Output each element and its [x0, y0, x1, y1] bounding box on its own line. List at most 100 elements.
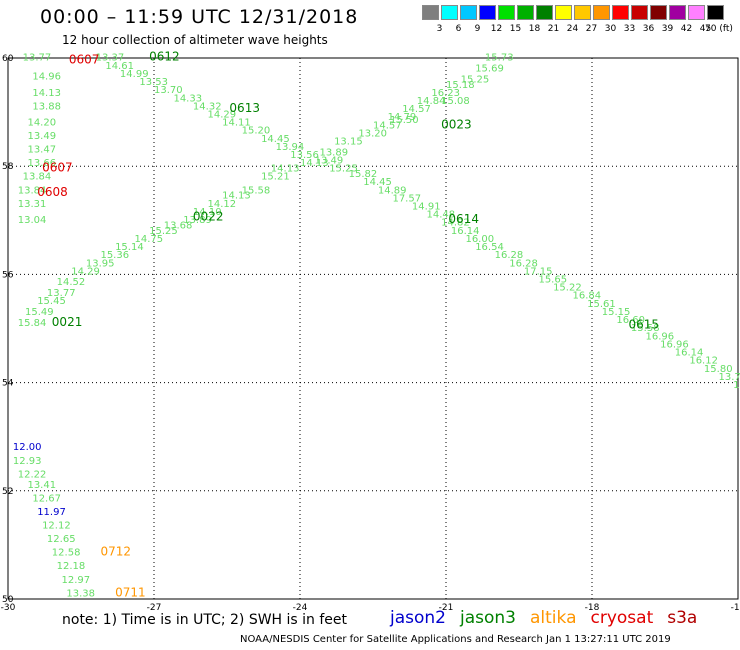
swh-value: 13.89 [319, 147, 348, 158]
swh-value: 13.75 [719, 372, 740, 383]
swh-value: 14.91 [412, 201, 441, 212]
swh-value: 15.15 [602, 307, 631, 318]
swh-value: 14.82 [441, 218, 470, 229]
swh-value: 13.89 [183, 215, 212, 226]
color-level-label: 24 [566, 24, 579, 34]
swh-value: 14.84 [417, 96, 446, 107]
pass-time-label: 0711 [115, 585, 146, 599]
color-swatch [669, 5, 686, 20]
swh-value: 12.12 [42, 521, 71, 532]
swh-value: 13.88 [32, 101, 61, 112]
chart-title: 00:00 – 11:59 UTC 12/31/2018 [40, 6, 359, 28]
swh-value: 15.61 [587, 299, 616, 310]
swh-value: 13.53 [139, 77, 168, 88]
y-tick-label: 58 [2, 162, 14, 172]
swh-value: 16.28 [509, 258, 538, 269]
swh-value: 17.57 [392, 193, 421, 204]
swh-value: 12.00 [13, 442, 42, 453]
y-tick-label: 56 [2, 270, 14, 280]
color-level-label: 42 [680, 24, 693, 34]
swh-value: 15.82 [349, 169, 378, 180]
color-swatch [441, 5, 458, 20]
swh-value: 14.99 [120, 69, 149, 80]
swh-values: 13.77 14.96 14.13 13.88 14.20 13.49 13.47 13.66… [13, 53, 740, 600]
swh-value: 13.15 [334, 137, 363, 148]
swh-value: 16.96 [646, 331, 675, 342]
swh-value: 11.97 [37, 507, 66, 518]
swh-value: 15.18 [446, 80, 475, 91]
swh-value: 15.25 [461, 74, 490, 85]
swh-value: 13.20 [358, 128, 387, 139]
swh-value: 16.12 [689, 356, 718, 367]
color-level-label: 15 [509, 24, 522, 34]
swh-value: 14.75 [135, 234, 164, 245]
swh-value: 14.32 [193, 101, 222, 112]
x-tick-label: -18 [585, 603, 600, 613]
color-swatch [422, 5, 439, 20]
footer-note: note: 1) Time is in UTC; 2) SWH is in fe… [62, 612, 348, 628]
color-swatch [479, 5, 496, 20]
swh-value: 14.57 [373, 120, 402, 131]
credit-line: NOAA/NESDIS Center for Satellite Applica… [240, 634, 671, 645]
plot-frame [7, 57, 739, 600]
swh-value: 15.25 [149, 226, 178, 237]
color-swatch [707, 5, 724, 20]
swh-value: 14.48 [427, 210, 456, 221]
swh-value: 12.22 [18, 469, 47, 480]
swh-value: 12.67 [32, 494, 61, 505]
pass-time-label: 0607 [69, 52, 100, 66]
y-tick-label: 52 [2, 487, 13, 497]
swh-value: 16.96 [660, 339, 689, 350]
swh-value: 14.89 [378, 185, 407, 196]
y-tick-label: 50 [2, 595, 14, 605]
swh-value: 13.84 [23, 172, 52, 183]
x-tick-label: -30 [1, 603, 16, 613]
color-level-label: 70 (ft) [705, 24, 733, 34]
swh-value: 15.25 [329, 164, 358, 175]
swh-value: 14.52 [57, 277, 86, 288]
grid-lines [8, 58, 738, 599]
color-swatch [555, 5, 572, 20]
pass-labels: 0607 0607 0608 0612 0613 0023 0022 0614 0021 0615… [37, 50, 659, 600]
color-level-label: 36 [642, 24, 655, 34]
swh-value: 15.50 [390, 115, 419, 126]
swh-value: 15.84 [18, 318, 47, 329]
swh-value: 15.80 [704, 364, 733, 375]
swh-value: 13.84 [18, 185, 47, 196]
swh-value: 16.00 [465, 234, 494, 245]
pass-time-label: 0022 [193, 209, 224, 223]
color-swatch [612, 5, 629, 20]
swh-value: 15.14 [115, 242, 144, 253]
swh-value: 13.49 [27, 131, 56, 142]
color-level-label: 30 [604, 24, 617, 34]
swh-value: 13.94 [276, 142, 305, 153]
swh-value: 15.58 [631, 323, 660, 334]
color-swatch [498, 5, 515, 20]
chart-subtitle: 12 hour collection of altimeter wave hei… [62, 33, 328, 47]
pass-time-label: 0021 [52, 315, 83, 329]
swh-value: 16.14 [675, 348, 704, 359]
pass-time-label: 0612 [149, 50, 180, 64]
swh-value: 13.56 [290, 150, 319, 161]
swh-value: 14.13 [222, 191, 251, 202]
swh-value: 15.49 [25, 307, 54, 318]
swh-value: 16.84 [573, 291, 602, 302]
swh-value: 16.23 [431, 88, 460, 99]
satellite-jason3: jason3 [460, 608, 516, 628]
swh-value: 14.57 [402, 104, 431, 115]
color-level-label: 12 [490, 24, 503, 34]
swh-value: 14.10 [193, 207, 222, 218]
y-tick-labels: 50 52 54 56 58 60 [2, 54, 14, 605]
swh-value: 13.66 [27, 158, 56, 169]
swh-value: 15.65 [538, 275, 567, 286]
color-swatch [574, 5, 591, 20]
x-tick-label: -27 [147, 603, 162, 613]
satellite-altika: altika [530, 608, 577, 628]
color-level-label: 39 [661, 24, 674, 34]
swh-value: 15.21 [261, 172, 290, 183]
y-tick-label: 60 [2, 54, 14, 64]
color-level-label: 3 [436, 24, 443, 34]
color-swatch [517, 5, 534, 20]
swh-value: 14.13 [300, 158, 329, 169]
